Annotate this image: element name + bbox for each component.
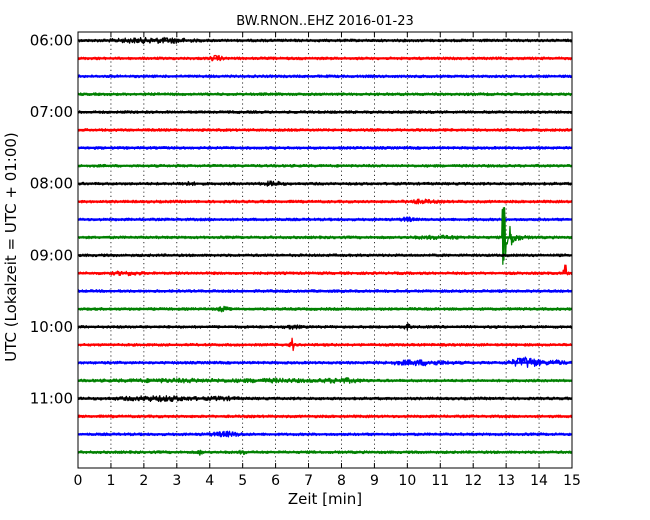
trace-lines <box>77 36 573 456</box>
vertical-gridlines <box>110 32 540 468</box>
y-tick-label: 11:00 <box>30 390 73 408</box>
y-axis-label: UTC (Lokalzeit = UTC + 01:00) <box>2 132 20 362</box>
x-tick-label: 2 <box>139 473 148 489</box>
x-tick-label: 1 <box>106 473 115 489</box>
y-tick-label: 07:00 <box>30 103 73 121</box>
x-tick-label: 14 <box>530 473 548 489</box>
y-tick-label: 08:00 <box>30 175 73 193</box>
x-tick-label: 7 <box>304 473 313 489</box>
plot-frame <box>77 31 573 469</box>
x-tick-label: 3 <box>172 473 181 489</box>
x-tick-label: 9 <box>370 473 379 489</box>
x-tick-label: 8 <box>337 473 346 489</box>
x-tick-label: 13 <box>497 473 515 489</box>
axis-ticks: 0 1 2 3 4 5 6 7 8 9 10 11 12 13 14 1506:0007:0008:0009:… <box>30 32 581 490</box>
x-tick-label: 12 <box>464 473 482 489</box>
x-axis-label: Zeit [min] <box>288 490 362 508</box>
y-tick-label: 09:00 <box>30 246 73 264</box>
x-tick-label: 4 <box>205 473 214 489</box>
x-tick-label: 0 <box>74 473 83 489</box>
x-tick-label: 6 <box>271 473 280 489</box>
y-tick-label: 06:00 <box>30 32 73 50</box>
chart-title: BW.RNON..EHZ 2016-01-23 <box>236 14 414 29</box>
y-tick-label: 10:00 <box>30 318 73 336</box>
x-tick-label: 5 <box>238 473 247 489</box>
x-tick-label: 15 <box>563 473 581 489</box>
x-tick-label: 10 <box>398 473 416 489</box>
x-tick-label: 11 <box>431 473 449 489</box>
